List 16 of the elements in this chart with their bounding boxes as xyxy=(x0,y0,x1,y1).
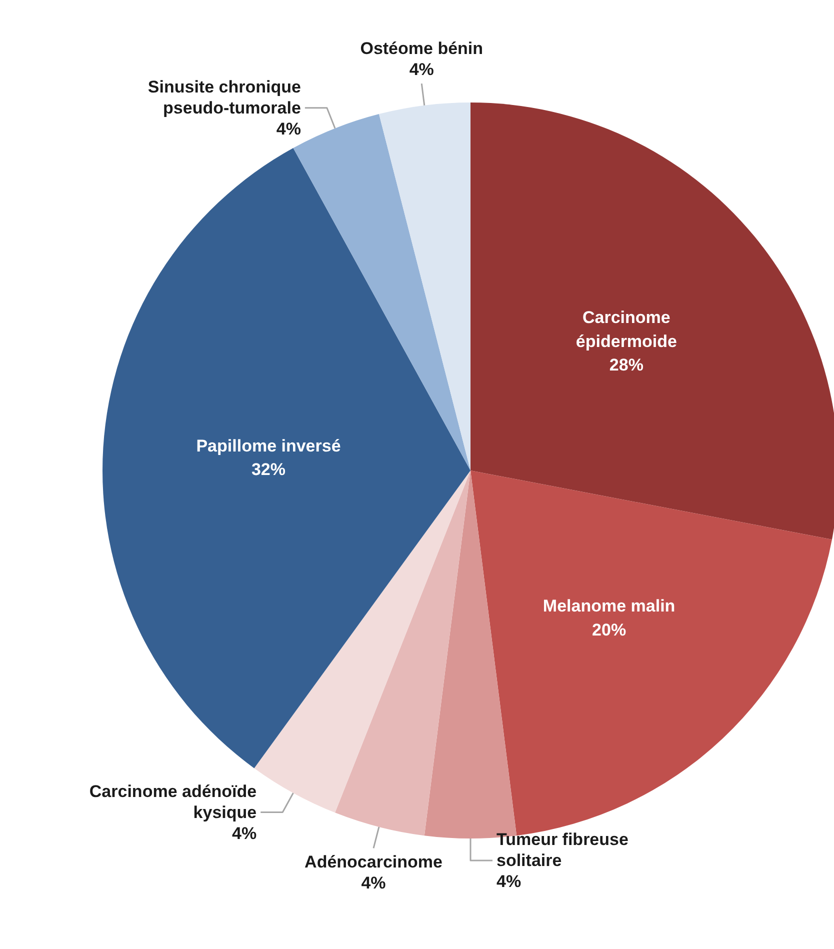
data-label: 4% xyxy=(496,872,522,891)
data-label: 4% xyxy=(276,119,301,138)
data-label: 4% xyxy=(409,60,434,80)
slice-label: Sinusite chronique pseudo-tumorale xyxy=(148,77,301,118)
slice-label: Ostéome bénin xyxy=(360,39,484,58)
data-label: 4% xyxy=(361,874,386,893)
slice-label: Melanome malin xyxy=(542,596,676,616)
data-label: 32% xyxy=(251,460,286,480)
data-label: 28% xyxy=(609,356,644,375)
slice-label: Carcinome adénoïde kysique xyxy=(89,782,257,822)
data-label: 4% xyxy=(232,824,257,843)
slice-label: Papillome inversé xyxy=(196,436,341,456)
slice-label: Carcinome épidermoide xyxy=(576,308,678,351)
data-label: 20% xyxy=(592,620,626,640)
slice-label: Tumeur fibreuse solitaire xyxy=(496,830,628,870)
slice-label: Adénocarcinome xyxy=(304,852,442,872)
